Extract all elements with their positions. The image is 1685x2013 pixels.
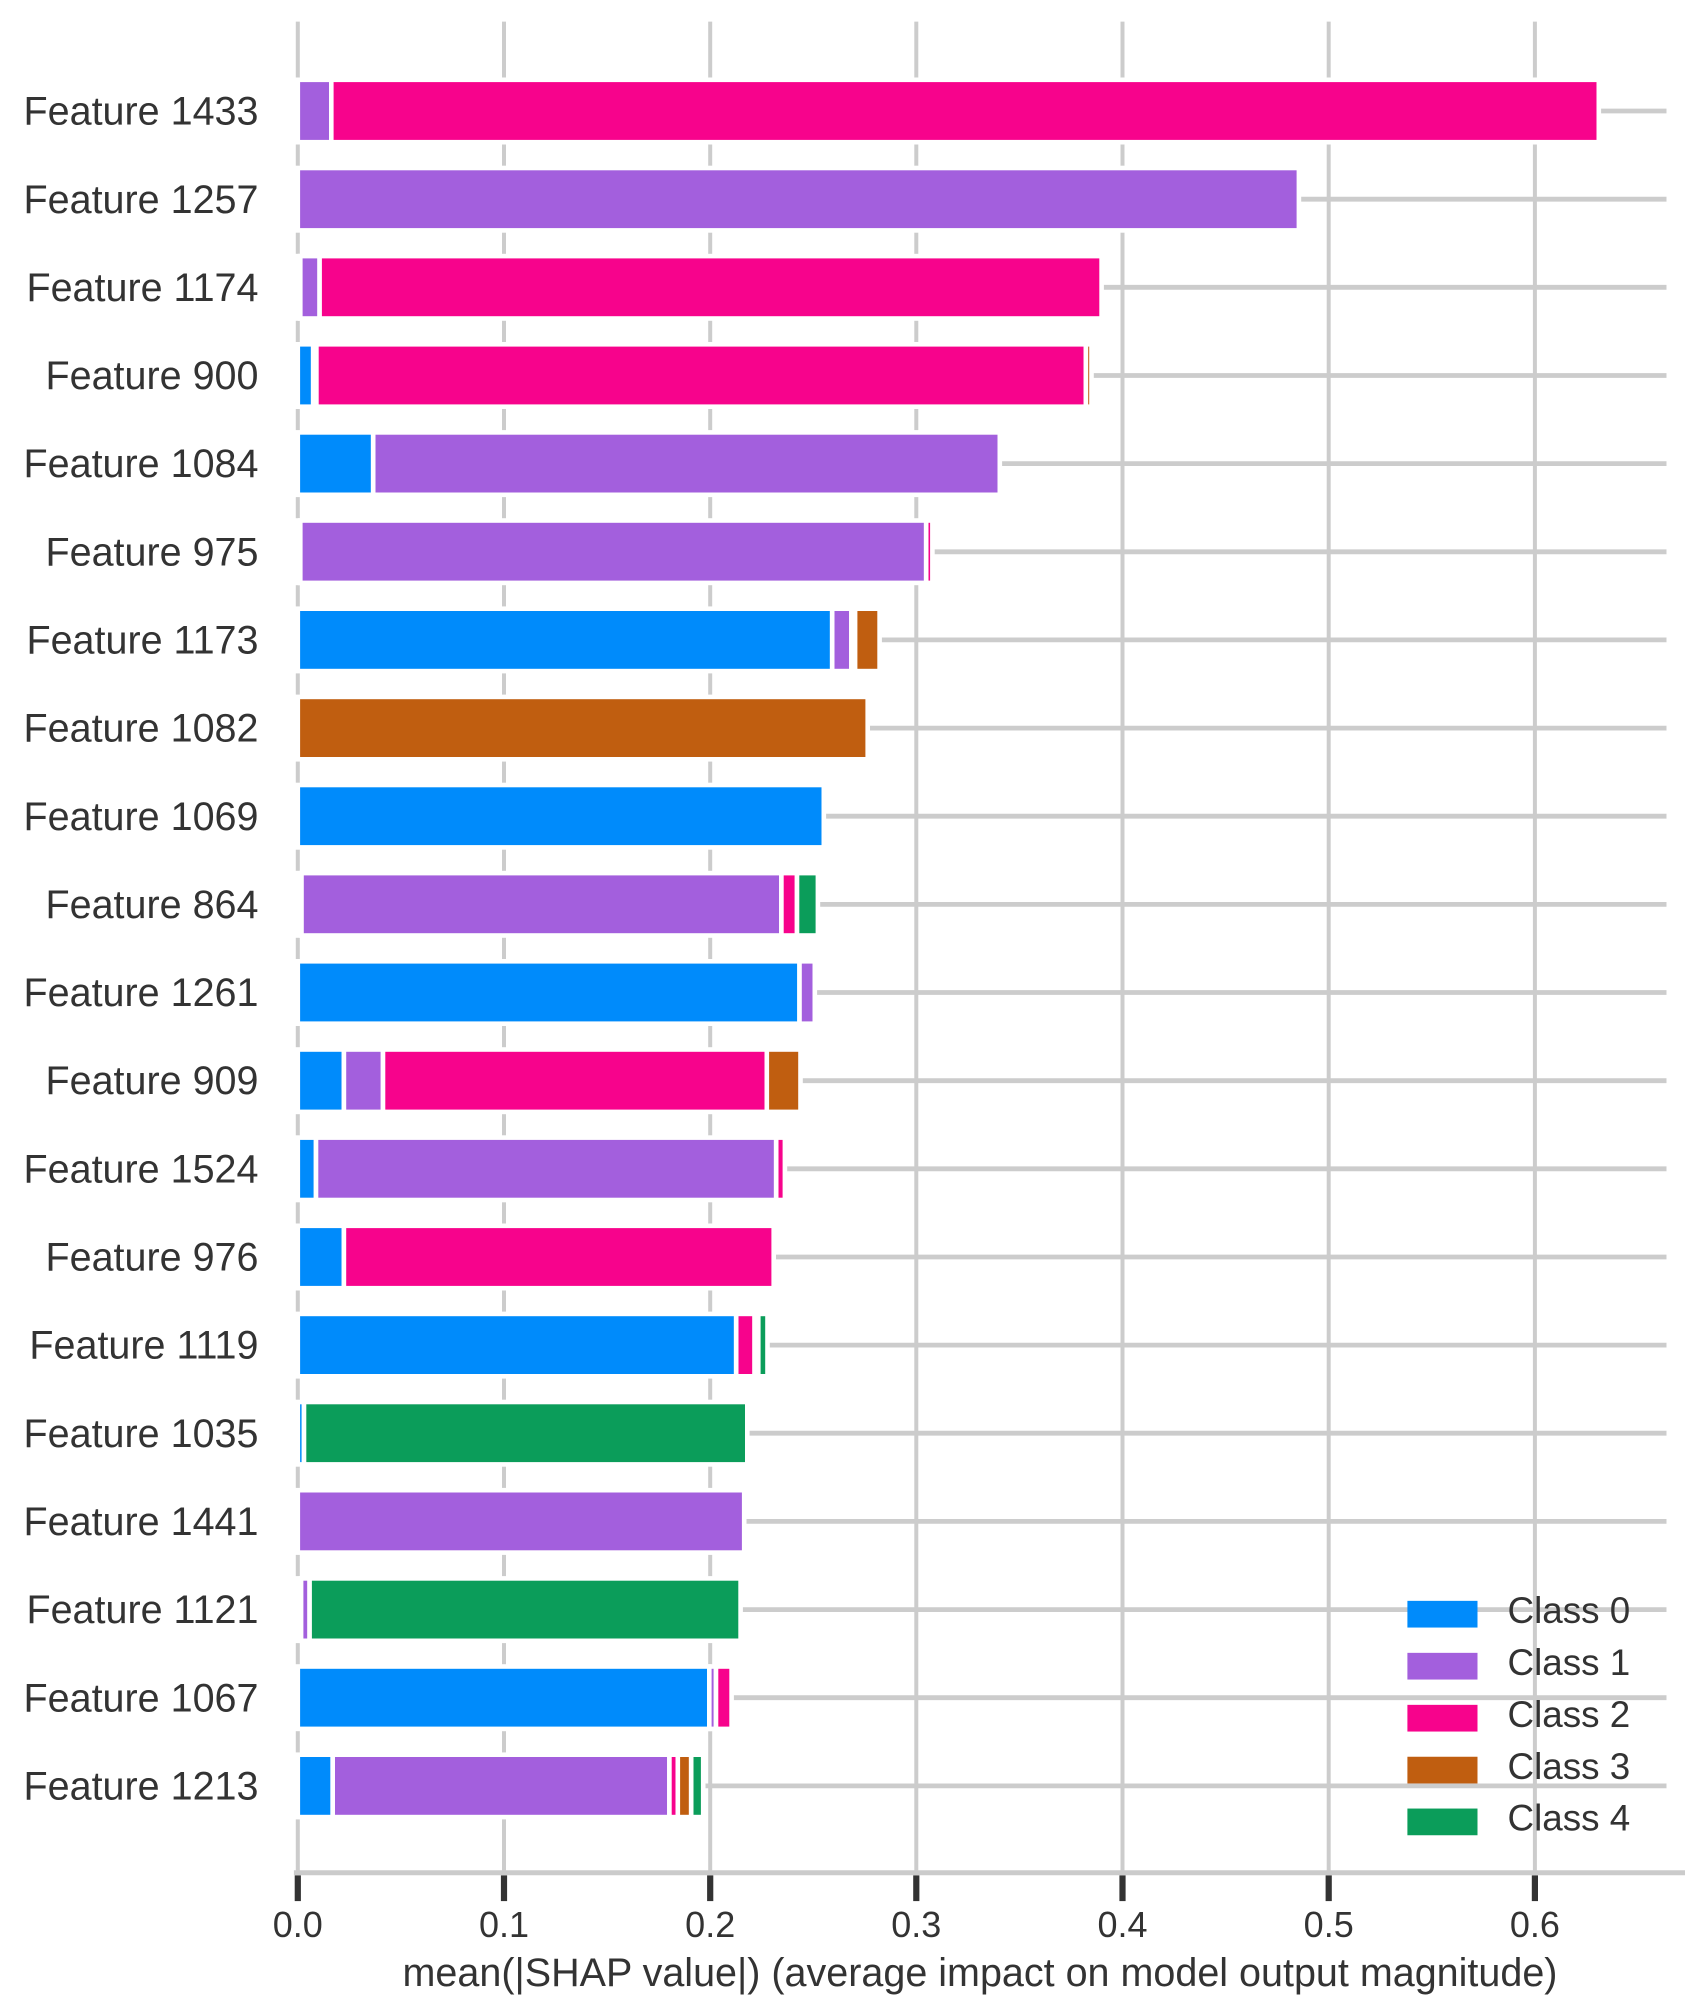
svg-text:mean(|SHAP value|) (average im: mean(|SHAP value|) (average impact on mo… [403,1951,1558,1995]
svg-text:Class 2: Class 2 [1508,1694,1631,1735]
svg-text:Feature 976: Feature 976 [45,1236,258,1280]
svg-text:0.2: 0.2 [685,1904,735,1945]
svg-text:Feature 864: Feature 864 [45,883,258,927]
svg-text:0.3: 0.3 [891,1904,941,1945]
svg-text:Class 3: Class 3 [1508,1746,1631,1787]
svg-text:Feature 1174: Feature 1174 [26,266,258,310]
svg-text:Class 1: Class 1 [1508,1642,1631,1683]
svg-text:0.5: 0.5 [1304,1904,1354,1945]
svg-text:Feature 1213: Feature 1213 [24,1765,259,1809]
svg-text:0.1: 0.1 [479,1904,529,1945]
svg-text:Feature 1173: Feature 1173 [26,619,258,663]
svg-text:Feature 1441: Feature 1441 [24,1500,259,1544]
svg-text:0.6: 0.6 [1510,1904,1560,1945]
svg-text:Feature 1121: Feature 1121 [26,1588,258,1632]
svg-text:Feature 909: Feature 909 [45,1059,258,1103]
svg-text:0.0: 0.0 [273,1904,323,1945]
svg-text:Feature 1119: Feature 1119 [29,1324,258,1368]
svg-text:Feature 1035: Feature 1035 [24,1412,259,1456]
svg-text:Feature 975: Feature 975 [45,530,258,574]
svg-text:0.4: 0.4 [1097,1904,1147,1945]
svg-text:Feature 1069: Feature 1069 [24,795,259,839]
svg-text:Class 4: Class 4 [1508,1798,1631,1839]
svg-text:Feature 900: Feature 900 [45,354,258,398]
svg-text:Class 0: Class 0 [1508,1590,1631,1631]
svg-text:Feature 1261: Feature 1261 [24,971,259,1015]
svg-text:Feature 1524: Feature 1524 [24,1147,259,1191]
svg-text:Feature 1257: Feature 1257 [24,178,259,222]
svg-text:Feature 1082: Feature 1082 [24,707,259,751]
svg-text:Feature 1067: Feature 1067 [24,1676,259,1720]
svg-text:Feature 1084: Feature 1084 [24,442,259,486]
svg-text:Feature 1433: Feature 1433 [24,90,259,134]
